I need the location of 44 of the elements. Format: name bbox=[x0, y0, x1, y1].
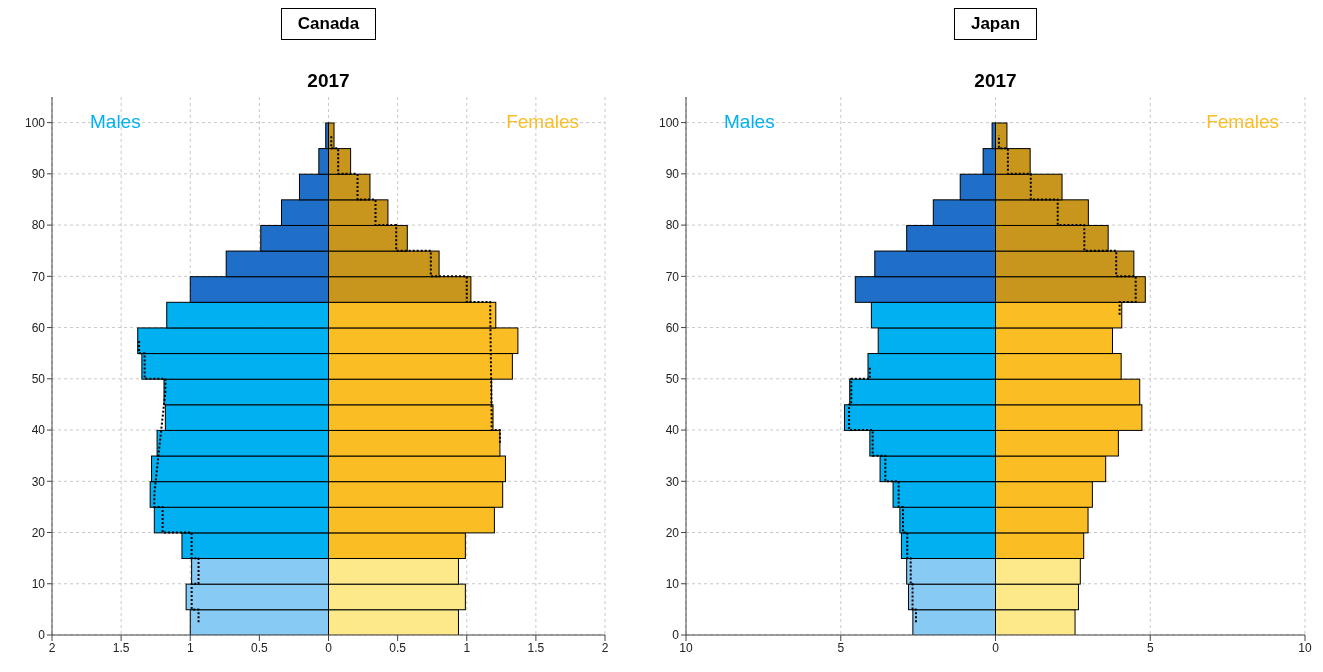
text: Males bbox=[724, 111, 775, 133]
x-tick-label: 0.5 bbox=[251, 640, 269, 655]
x-tick-label: 10 bbox=[679, 640, 693, 655]
y-tick-label: 80 bbox=[665, 218, 680, 233]
y-tick-label: 70 bbox=[665, 269, 680, 284]
text: Females bbox=[1206, 111, 1279, 133]
text: Females bbox=[506, 111, 579, 133]
text: Males bbox=[90, 111, 141, 133]
x-tick-label: 1 bbox=[186, 640, 194, 655]
y-tick-label: 70 bbox=[31, 269, 46, 284]
y-tick-label: 90 bbox=[665, 167, 680, 182]
x-tick-label: 0 bbox=[325, 640, 333, 655]
x-tick-label: 0.5 bbox=[389, 640, 407, 655]
x-tick-label: 5 bbox=[837, 640, 845, 655]
x-tick-label: 1 bbox=[463, 640, 471, 655]
x-tick-label: 1.5 bbox=[112, 640, 130, 655]
y-tick-label: 0 bbox=[38, 628, 46, 643]
y-tick-label: 60 bbox=[665, 320, 680, 335]
chart-title: Japan bbox=[953, 8, 1038, 40]
x-tick-label: 1.5 bbox=[527, 640, 545, 655]
y-tick-label: 50 bbox=[31, 372, 46, 387]
y-tick-label: 100 bbox=[658, 115, 680, 130]
y-tick-label: 90 bbox=[31, 167, 46, 182]
y-tick-label: 30 bbox=[31, 474, 46, 489]
chart-subtitle: 2017 bbox=[973, 70, 1018, 92]
y-tick-label: 40 bbox=[665, 423, 680, 438]
x-tick-label: 10 bbox=[1298, 640, 1312, 655]
x-tick-label: 5 bbox=[1146, 640, 1154, 655]
y-tick-label: 20 bbox=[31, 525, 46, 540]
chart-subtitle: 2017 bbox=[306, 70, 351, 92]
y-tick-label: 30 bbox=[665, 474, 680, 489]
y-tick-label: 0 bbox=[672, 628, 680, 643]
y-tick-label: 10 bbox=[31, 577, 46, 592]
y-tick-label: 40 bbox=[31, 423, 46, 438]
y-tick-label: 20 bbox=[665, 525, 680, 540]
y-tick-label: 60 bbox=[31, 320, 46, 335]
y-tick-label: 100 bbox=[24, 115, 46, 130]
y-tick-label: 50 bbox=[665, 372, 680, 387]
y-tick-label: 80 bbox=[31, 218, 46, 233]
x-tick-label: 2 bbox=[48, 640, 56, 655]
x-tick-label: 2 bbox=[601, 640, 609, 655]
chart-title: Canada bbox=[280, 8, 377, 40]
x-tick-label: 0 bbox=[992, 640, 1000, 655]
y-tick-label: 10 bbox=[665, 577, 680, 592]
